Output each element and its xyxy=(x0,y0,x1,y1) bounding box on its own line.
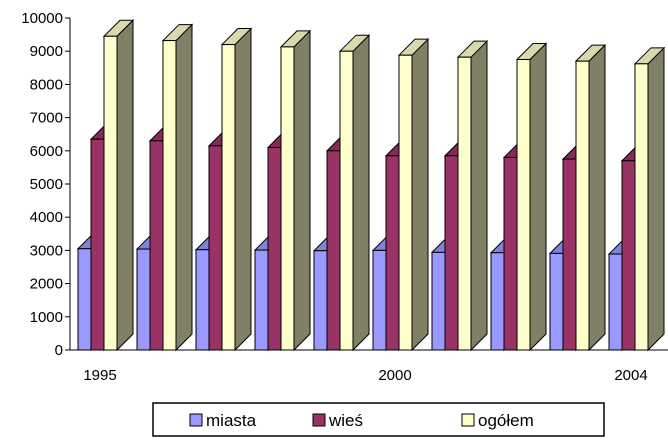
bar-ogółem-1999 xyxy=(338,33,371,352)
legend-label-wieś: wieś xyxy=(328,411,363,430)
legend-swatch-wieś xyxy=(312,413,326,427)
y-tick-label-2000: 2000 xyxy=(30,276,63,293)
axes-layer: 0 1000 2000 3000 4000 5000 6000 7000 8000 9000 100… xyxy=(21,10,668,384)
bar-ogółem-1996 xyxy=(161,23,194,352)
legend-box xyxy=(152,402,605,437)
bars-layer xyxy=(76,19,666,352)
legend-label-ogółem: ogółem xyxy=(478,411,534,430)
legend-swatch-ogółem xyxy=(461,413,475,427)
y-tick-label-6000: 6000 xyxy=(30,143,63,160)
bar-ogółem-1998 xyxy=(279,29,312,352)
bar-ogółem-2003 xyxy=(574,43,607,352)
legend: miasta wieś ogółem xyxy=(152,402,605,437)
y-tick-label-7000: 7000 xyxy=(30,110,63,127)
y-tick-label-3000: 3000 xyxy=(30,242,63,259)
y-tick-label-4000: 4000 xyxy=(30,209,63,226)
bar-ogółem-2001 xyxy=(456,39,489,352)
legend-swatch-miasta xyxy=(189,413,203,427)
y-tick-label-1000: 1000 xyxy=(30,309,63,326)
y-tick-label-0: 0 xyxy=(55,342,63,359)
bar-ogółem-2004 xyxy=(633,46,666,352)
bar-ogółem-1997 xyxy=(220,27,253,352)
y-tick-label-10000: 10000 xyxy=(21,10,63,27)
bar-ogółem-2002 xyxy=(515,42,548,352)
y-tick-label-9000: 9000 xyxy=(30,43,63,60)
bar-ogółem-2000 xyxy=(397,37,430,352)
bar-ogółem-1995 xyxy=(102,19,135,352)
legend-label-miasta: miasta xyxy=(206,411,257,430)
x-tick-label-2000: 2000 xyxy=(378,367,411,384)
y-tick-label-5000: 5000 xyxy=(30,176,63,193)
y-tick-label-8000: 8000 xyxy=(30,76,63,93)
x-tick-label-2004: 2004 xyxy=(614,367,647,384)
x-tick-label-1995: 1995 xyxy=(83,367,116,384)
